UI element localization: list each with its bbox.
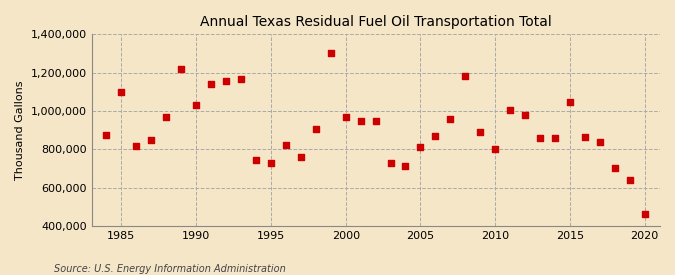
Point [445, 116, 456, 121]
Point [265, 161, 276, 165]
Point [595, 139, 605, 144]
Point [475, 130, 485, 134]
Point [415, 145, 426, 150]
Point [206, 82, 217, 86]
Point [505, 108, 516, 112]
Point [639, 212, 650, 217]
Point [131, 144, 142, 148]
Text: Source: U.S. Energy Information Administration: Source: U.S. Energy Information Administ… [54, 264, 286, 274]
Title: Annual Texas Residual Fuel Oil Transportation Total: Annual Texas Residual Fuel Oil Transport… [200, 15, 551, 29]
Y-axis label: Thousand Gallons: Thousand Gallons [15, 80, 25, 180]
Point [535, 136, 545, 140]
Point [236, 77, 246, 82]
Point [520, 112, 531, 117]
Point [325, 51, 336, 56]
Point [176, 67, 187, 71]
Point [355, 118, 366, 123]
Point [221, 79, 232, 84]
Point [430, 134, 441, 138]
Point [146, 138, 157, 142]
Point [250, 158, 261, 162]
Point [191, 103, 202, 108]
Point [296, 155, 306, 159]
Point [610, 166, 620, 170]
Point [490, 147, 501, 152]
Point [101, 133, 112, 137]
Point [281, 143, 292, 148]
Point [385, 161, 396, 165]
Point [310, 127, 321, 131]
Point [549, 136, 560, 140]
Point [116, 90, 127, 94]
Point [161, 114, 171, 119]
Point [400, 163, 411, 168]
Point [460, 73, 470, 78]
Point [580, 135, 591, 139]
Point [370, 119, 381, 124]
Point [624, 178, 635, 182]
Point [340, 114, 351, 119]
Point [564, 100, 575, 104]
